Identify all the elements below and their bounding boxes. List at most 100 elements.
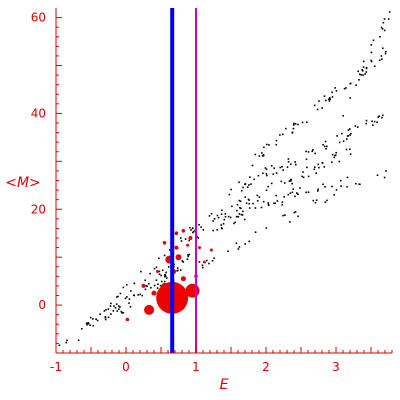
data-point xyxy=(313,104,316,107)
data-point xyxy=(354,125,357,127)
data-point xyxy=(317,188,319,191)
data-point xyxy=(187,255,189,258)
data-point xyxy=(110,313,112,315)
data-point xyxy=(311,150,313,153)
data-point xyxy=(328,96,331,99)
data-point xyxy=(324,201,327,203)
data-point xyxy=(179,269,182,271)
data-point xyxy=(201,264,204,267)
data-point xyxy=(296,192,298,194)
data-point xyxy=(240,207,242,210)
data-point xyxy=(221,209,223,212)
data-point xyxy=(230,188,232,191)
data-point xyxy=(275,139,278,142)
y-axis-label: <M> xyxy=(5,175,41,191)
data-point xyxy=(280,180,283,183)
data-point xyxy=(289,192,292,194)
data-point xyxy=(156,287,159,289)
data-point xyxy=(349,82,351,85)
data-point xyxy=(314,152,316,155)
data-point xyxy=(334,87,336,89)
data-point xyxy=(240,213,243,216)
marker-point xyxy=(198,246,201,250)
data-point xyxy=(186,258,189,260)
data-point xyxy=(155,266,158,269)
data-point xyxy=(144,288,147,291)
data-point xyxy=(249,176,251,178)
data-point xyxy=(365,119,368,122)
data-point xyxy=(220,227,223,229)
data-point xyxy=(342,115,344,117)
x-tick-label: 3 xyxy=(332,360,340,374)
data-point xyxy=(117,305,120,307)
data-point xyxy=(381,28,384,30)
data-point xyxy=(284,214,286,216)
data-point xyxy=(182,261,184,263)
data-point xyxy=(227,215,230,218)
data-point xyxy=(87,322,89,324)
data-point xyxy=(307,175,310,178)
data-point xyxy=(282,214,284,217)
y-tick-label: 20 xyxy=(31,202,46,216)
data-point xyxy=(312,199,315,202)
data-point xyxy=(273,202,275,205)
data-point xyxy=(192,231,194,234)
data-point xyxy=(359,183,361,186)
data-point xyxy=(65,341,68,344)
data-point xyxy=(357,70,359,73)
data-point xyxy=(92,318,94,320)
data-point xyxy=(66,339,68,342)
data-point xyxy=(262,154,265,156)
data-point xyxy=(283,196,285,198)
data-point xyxy=(275,172,278,174)
data-point xyxy=(261,155,264,157)
data-point xyxy=(388,11,391,13)
data-point xyxy=(265,189,268,191)
data-point xyxy=(289,178,292,181)
data-point xyxy=(202,266,204,269)
data-point xyxy=(238,199,241,202)
data-point xyxy=(365,122,367,125)
data-point xyxy=(370,44,373,46)
points-layer xyxy=(58,11,391,347)
data-point xyxy=(229,216,232,219)
data-point xyxy=(285,127,287,130)
data-point xyxy=(342,140,345,142)
data-point xyxy=(385,50,387,53)
data-point xyxy=(384,52,387,55)
data-point xyxy=(176,267,179,269)
data-point xyxy=(124,297,127,300)
data-point xyxy=(246,186,249,188)
data-point xyxy=(77,339,80,342)
data-point xyxy=(333,194,335,196)
data-point xyxy=(327,98,330,101)
data-point xyxy=(316,108,319,111)
data-point xyxy=(274,202,276,204)
data-point xyxy=(349,128,351,130)
data-point xyxy=(265,227,268,229)
data-point xyxy=(96,319,99,322)
data-point xyxy=(243,218,246,221)
data-point xyxy=(380,26,383,29)
data-point xyxy=(331,161,333,163)
data-point xyxy=(260,206,263,209)
data-point xyxy=(294,161,296,163)
data-point xyxy=(158,273,161,275)
data-point xyxy=(254,207,257,209)
data-point xyxy=(153,267,156,270)
data-point xyxy=(115,303,118,305)
data-point xyxy=(158,257,160,260)
data-point xyxy=(287,193,290,196)
data-point xyxy=(202,229,205,231)
data-point xyxy=(356,126,359,128)
data-point xyxy=(322,183,324,186)
data-point xyxy=(164,275,166,278)
data-point xyxy=(119,306,121,308)
data-point xyxy=(289,180,292,182)
data-point xyxy=(324,140,327,143)
data-point xyxy=(128,298,131,300)
data-point xyxy=(349,97,352,99)
data-point xyxy=(297,193,299,195)
data-point xyxy=(244,196,247,198)
data-point xyxy=(382,21,385,24)
